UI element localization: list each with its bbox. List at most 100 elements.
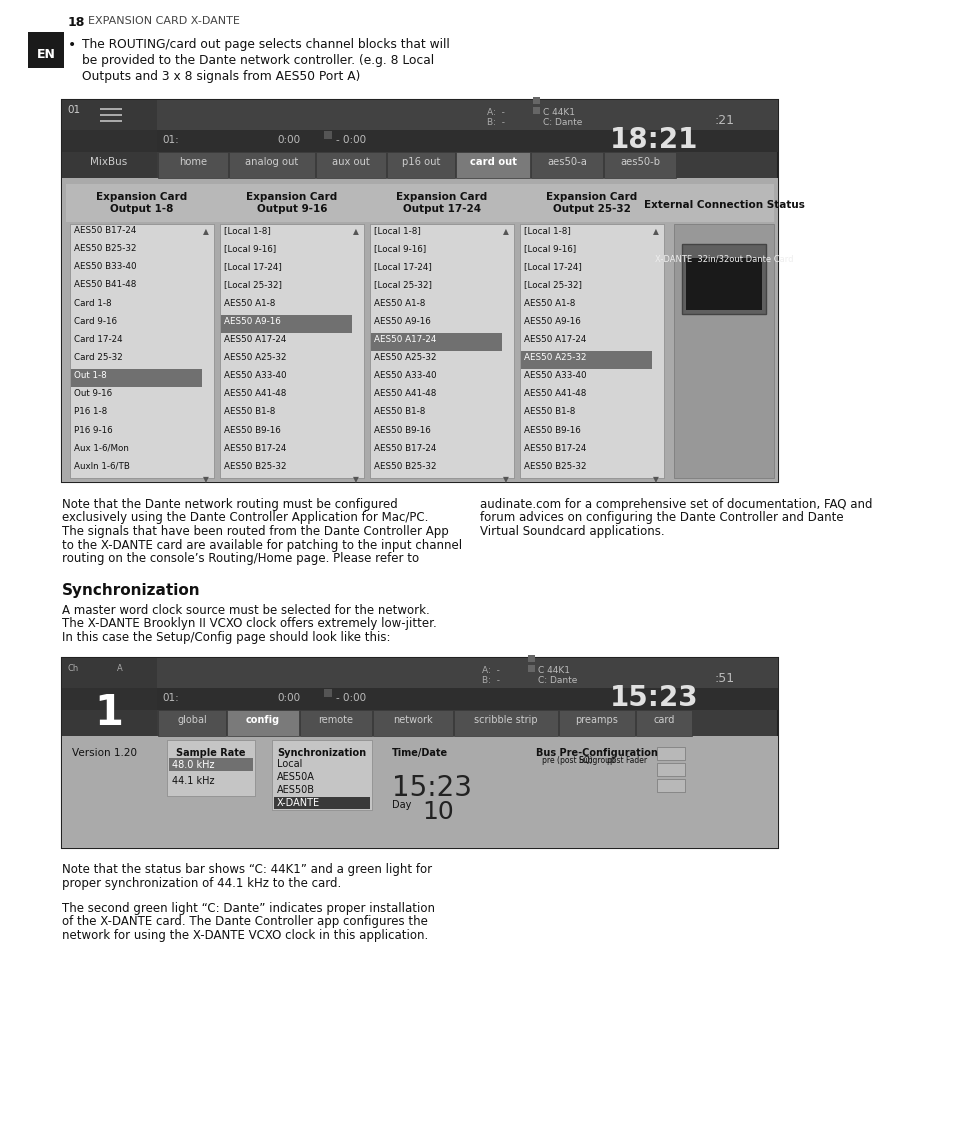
Text: 10: 10 xyxy=(422,800,454,824)
Text: Card 1-8: Card 1-8 xyxy=(74,299,111,308)
Text: AES50 A9-16: AES50 A9-16 xyxy=(524,317,581,326)
Text: EN: EN xyxy=(36,48,56,61)
Text: B:  -: B: - xyxy=(487,118,505,127)
Bar xyxy=(62,100,778,482)
Text: 18:21: 18:21 xyxy=(610,126,698,154)
Text: :51: :51 xyxy=(714,672,734,685)
Text: 18: 18 xyxy=(68,16,85,29)
Bar xyxy=(373,710,453,736)
Text: AES50 A17-24: AES50 A17-24 xyxy=(524,335,587,344)
Bar xyxy=(387,152,455,178)
Bar xyxy=(274,797,370,809)
Text: config: config xyxy=(246,715,280,725)
Text: B:  -: B: - xyxy=(482,676,500,685)
Bar xyxy=(62,100,157,130)
Text: scribble strip: scribble strip xyxy=(474,715,538,725)
Text: AES50 A41-48: AES50 A41-48 xyxy=(224,389,286,398)
Text: AES50 A9-16: AES50 A9-16 xyxy=(224,317,280,326)
Text: preamps: preamps xyxy=(576,715,618,725)
Text: ▼: ▼ xyxy=(353,474,359,483)
Text: Synchronization: Synchronization xyxy=(277,748,367,758)
Bar xyxy=(158,152,228,178)
Bar xyxy=(528,665,535,672)
Text: C 44K1: C 44K1 xyxy=(543,108,575,117)
Bar xyxy=(100,119,122,122)
Text: remote: remote xyxy=(319,715,353,725)
Bar xyxy=(300,710,372,736)
Text: forum advices on configuring the Dante Controller and Dante: forum advices on configuring the Dante C… xyxy=(480,512,844,524)
Bar xyxy=(71,370,202,388)
Text: - 0:00: - 0:00 xyxy=(336,135,366,145)
Text: A: A xyxy=(117,664,123,673)
Text: 44.1 kHz: 44.1 kHz xyxy=(172,777,214,786)
Text: [Local 25-32]: [Local 25-32] xyxy=(374,281,432,290)
Text: [Local 25-32]: [Local 25-32] xyxy=(224,281,282,290)
Text: •: • xyxy=(68,38,76,52)
Text: A master word clock source must be selected for the network.: A master word clock source must be selec… xyxy=(62,603,430,616)
Text: AES50 A1-8: AES50 A1-8 xyxy=(224,299,276,308)
Text: :21: :21 xyxy=(714,114,734,127)
Text: ▼: ▼ xyxy=(503,474,509,483)
Text: [Local 9-16]: [Local 9-16] xyxy=(524,245,576,254)
Text: aes50-b: aes50-b xyxy=(620,157,660,167)
Bar xyxy=(531,152,603,178)
Text: AES50 A17-24: AES50 A17-24 xyxy=(374,335,437,344)
Text: Expansion Card: Expansion Card xyxy=(247,192,338,202)
Text: Synchronization: Synchronization xyxy=(62,584,201,598)
Text: post Fader: post Fader xyxy=(607,756,647,765)
Text: AES50 B17-24: AES50 B17-24 xyxy=(74,227,136,236)
Text: AES50 A1-8: AES50 A1-8 xyxy=(524,299,575,308)
Text: ▲: ▲ xyxy=(353,227,359,236)
Text: AES50 A33-40: AES50 A33-40 xyxy=(524,371,587,380)
Text: The ROUTING/card out page selects channel blocks that will: The ROUTING/card out page selects channe… xyxy=(82,38,449,51)
Bar xyxy=(636,710,692,736)
Text: Ch: Ch xyxy=(67,664,79,673)
Text: network for using the X-DANTE VCXO clock in this application.: network for using the X-DANTE VCXO clock… xyxy=(62,929,428,942)
Bar xyxy=(370,224,514,478)
Text: AES50 A9-16: AES50 A9-16 xyxy=(374,317,431,326)
Text: A:  -: A: - xyxy=(482,666,500,675)
Text: AES50 B9-16: AES50 B9-16 xyxy=(524,426,581,435)
Bar xyxy=(158,710,226,736)
Text: Virtual Soundcard applications.: Virtual Soundcard applications. xyxy=(480,525,664,538)
Text: [Local 17-24]: [Local 17-24] xyxy=(224,263,282,272)
Text: AES50 A25-32: AES50 A25-32 xyxy=(524,353,587,362)
Text: 01:: 01: xyxy=(162,135,179,145)
Bar xyxy=(520,224,664,478)
Text: 48.0 kHz: 48.0 kHz xyxy=(172,760,214,770)
Bar xyxy=(604,152,676,178)
Text: [Local 1-8]: [Local 1-8] xyxy=(224,227,271,236)
Text: AES50 A33-40: AES50 A33-40 xyxy=(224,371,287,380)
Bar xyxy=(62,130,778,152)
Text: AES50 A25-32: AES50 A25-32 xyxy=(374,353,437,362)
Text: AuxIn 1-6/TB: AuxIn 1-6/TB xyxy=(74,462,130,471)
Text: 01: 01 xyxy=(67,105,80,115)
Bar xyxy=(686,258,762,310)
Text: global: global xyxy=(178,715,206,725)
Text: ▲: ▲ xyxy=(203,227,209,236)
Bar xyxy=(62,658,778,687)
Text: 01:: 01: xyxy=(162,693,179,703)
Text: AES50 B25-32: AES50 B25-32 xyxy=(524,462,587,471)
Text: Version 1.20: Version 1.20 xyxy=(72,748,137,758)
Text: AES50 B25-32: AES50 B25-32 xyxy=(374,462,437,471)
Text: C 44K1: C 44K1 xyxy=(538,666,570,675)
Text: AES50 A41-48: AES50 A41-48 xyxy=(374,389,437,398)
Bar xyxy=(100,114,122,116)
Bar xyxy=(62,100,778,130)
Text: The second green light “C: Dante” indicates proper installation: The second green light “C: Dante” indica… xyxy=(62,902,435,915)
Text: exclusively using the Dante Controller Application for Mac/PC.: exclusively using the Dante Controller A… xyxy=(62,512,428,524)
Text: AES50B: AES50B xyxy=(277,786,315,795)
Text: audinate.com for a comprehensive set of documentation, FAQ and: audinate.com for a comprehensive set of … xyxy=(480,498,873,511)
Text: [Local 9-16]: [Local 9-16] xyxy=(374,245,426,254)
Text: AES50 B25-32: AES50 B25-32 xyxy=(224,462,286,471)
Text: AES50 A1-8: AES50 A1-8 xyxy=(374,299,425,308)
Text: X-DANTE: X-DANTE xyxy=(277,798,320,808)
Bar xyxy=(371,332,502,350)
Text: Card 17-24: Card 17-24 xyxy=(74,335,123,344)
Bar xyxy=(657,763,685,777)
Text: P16 1-8: P16 1-8 xyxy=(74,408,108,417)
Text: 0:00: 0:00 xyxy=(277,135,300,145)
Text: Bus Pre-Configuration: Bus Pre-Configuration xyxy=(536,748,658,758)
Bar xyxy=(324,131,332,139)
